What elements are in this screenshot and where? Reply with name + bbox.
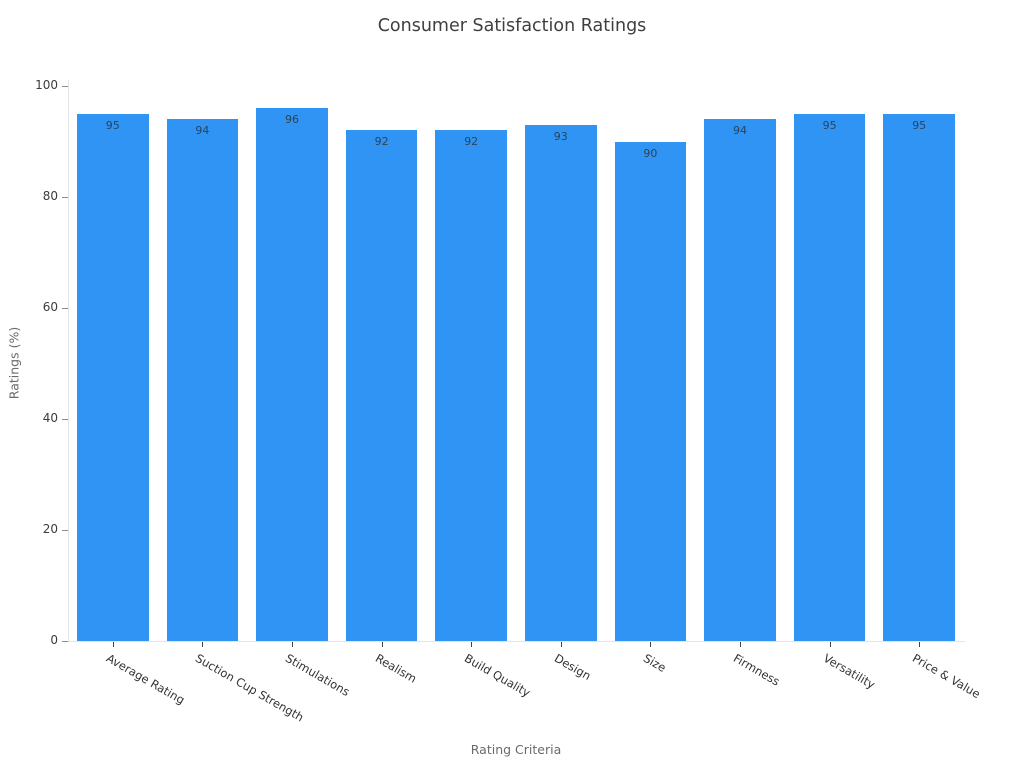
x-tick — [112, 642, 114, 647]
x-tick-label: Firmness — [731, 651, 783, 689]
y-tick — [62, 86, 68, 87]
x-tick — [381, 642, 383, 647]
y-tick-label: 40 — [42, 411, 58, 425]
bar-value-label: 94 — [732, 124, 747, 138]
y-tick — [62, 308, 68, 309]
chart-title: Consumer Satisfaction Ratings — [377, 16, 647, 36]
bar-value-label: 95 — [822, 118, 837, 132]
bar — [793, 113, 866, 641]
y-tick — [62, 197, 68, 198]
y-tick-label: 60 — [42, 300, 58, 314]
x-tick-label: Design — [551, 651, 594, 683]
bar-value-label: 94 — [195, 124, 210, 138]
y-tick-label: 80 — [42, 189, 58, 203]
x-tick — [560, 642, 562, 647]
x-axis-title: Rating Criteria — [470, 742, 562, 757]
plot-area — [68, 80, 965, 642]
bar — [256, 108, 328, 641]
bar-value-label: 96 — [284, 113, 299, 127]
x-tick — [471, 642, 473, 647]
x-tick-label: Average Rating — [103, 651, 187, 708]
x-tick — [919, 642, 921, 647]
y-tick-label: 0 — [50, 633, 58, 647]
bar — [524, 124, 597, 641]
bar-value-label: 92 — [464, 135, 479, 149]
y-axis-title: Ratings (%) — [6, 326, 22, 400]
y-tick — [62, 530, 68, 531]
bar — [614, 141, 687, 641]
x-tick — [292, 642, 293, 647]
y-tick-label: 100 — [35, 78, 58, 92]
bar — [166, 119, 239, 641]
y-tick — [62, 419, 68, 420]
bar-value-label: 90 — [643, 146, 658, 160]
x-tick — [740, 642, 741, 647]
x-tick-label: Price & Value — [910, 651, 983, 702]
bar — [76, 113, 149, 641]
x-tick-label: Realism — [372, 651, 419, 686]
bar-value-label: 95 — [105, 118, 120, 132]
x-tick-label: Versatility — [820, 651, 878, 692]
x-tick-label: Stimulations — [283, 651, 353, 700]
bar — [883, 113, 956, 641]
bar-value-label: 92 — [374, 135, 389, 149]
x-tick — [829, 642, 831, 647]
bar — [704, 119, 776, 641]
x-tick-label: Build Quality — [462, 651, 533, 700]
x-tick — [650, 642, 652, 647]
bar-value-label: 95 — [912, 118, 927, 132]
bar-value-label: 93 — [553, 129, 568, 143]
y-tick-label: 20 — [42, 522, 58, 536]
x-tick — [202, 642, 204, 647]
x-tick-label: Size — [641, 651, 669, 675]
bar — [435, 130, 508, 641]
bar — [345, 130, 418, 641]
y-tick — [62, 641, 68, 642]
